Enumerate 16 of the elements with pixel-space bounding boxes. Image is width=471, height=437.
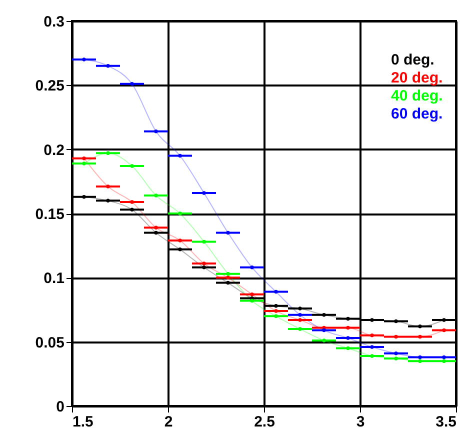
x-tick-label: 1.5 [72,414,94,430]
text: 0 deg. [391,52,434,68]
y-tick-label: 0.2 [44,142,64,159]
y-tick-label: 0.1 [44,270,64,288]
x-tick-label: 3.5 [436,414,456,430]
y-tick-label: 0.3 [44,14,64,30]
y-tick-label: 0.05 [35,334,64,352]
x-tick-label: 2.5 [254,414,275,430]
x-tick-label: 3 [356,414,365,430]
y-tick-label: 0.15 [35,206,64,223]
text: 40 deg. [391,88,443,104]
x-tick-label: 2 [164,414,173,430]
y-tick-label: 0.25 [35,78,64,95]
text: 60 deg. [391,106,443,122]
y-tick-label: 0 [56,398,64,416]
text: 20 deg. [391,70,443,86]
